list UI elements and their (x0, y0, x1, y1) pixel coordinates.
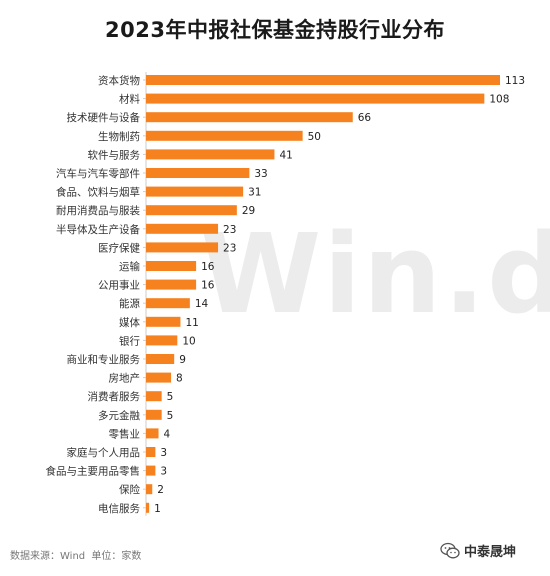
data-label: 23 (223, 224, 236, 236)
bar (146, 298, 190, 309)
data-label: 41 (279, 149, 292, 161)
category-label: 能源 (119, 297, 140, 310)
bar (146, 372, 172, 383)
category-label: 汽车与汽车零部件 (56, 167, 140, 180)
bar (146, 428, 159, 439)
bar (146, 502, 150, 513)
category-label: 消费者服务 (88, 390, 141, 403)
category-label: 银行 (119, 334, 140, 347)
bar (146, 130, 303, 141)
data-label: 10 (182, 335, 195, 347)
data-label: 8 (176, 373, 183, 385)
category-label: 保险 (119, 483, 140, 496)
publisher-logo: 中泰晟坤 (440, 541, 516, 560)
data-label: 14 (195, 298, 209, 310)
data-label: 3 (160, 447, 167, 459)
wind-watermark: Win.d (200, 210, 550, 338)
category-label: 媒体 (119, 316, 140, 329)
data-label: 29 (242, 205, 255, 217)
data-label: 31 (248, 187, 261, 199)
bar (146, 75, 500, 85)
category-label: 房地产 (109, 372, 141, 385)
bar (146, 447, 156, 457)
bar (146, 186, 244, 197)
category-label: 耐用消费品与服装 (56, 204, 140, 217)
category-label: 食品、饮料与烟草 (56, 186, 140, 199)
category-label: 家庭与个人用品 (67, 446, 141, 459)
category-label: 半导体及生产设备 (56, 223, 140, 236)
category-label: 电信服务 (98, 502, 140, 515)
chart-title: 2023年中报社保基金持股行业分布 (105, 18, 445, 42)
data-label: 5 (167, 410, 174, 422)
category-label: 资本货物 (98, 74, 140, 87)
bar (146, 465, 156, 476)
bar (146, 149, 275, 160)
bar (146, 242, 219, 253)
bar (146, 168, 250, 178)
bar (146, 409, 162, 420)
category-label: 商业和专业服务 (67, 353, 141, 366)
category-label: 技术硬件与设备 (67, 111, 141, 124)
data-label: 113 (505, 75, 525, 87)
data-label: 66 (358, 112, 372, 124)
data-label: 11 (185, 317, 198, 329)
category-label: 生物制药 (98, 130, 140, 143)
category-label: 零售业 (109, 427, 141, 440)
bar (146, 279, 197, 290)
data-label: 50 (308, 131, 321, 143)
bar (146, 484, 153, 495)
logo-text: 中泰晟坤 (464, 545, 517, 560)
bar (146, 93, 485, 104)
data-label: 3 (160, 466, 167, 478)
bar (146, 205, 237, 216)
bar (146, 223, 219, 234)
category-label: 软件与服务 (88, 148, 141, 161)
data-label: 108 (489, 94, 509, 106)
data-label: 1 (154, 503, 161, 515)
data-label: 23 (223, 242, 236, 254)
category-label: 医疗保健 (98, 241, 140, 254)
data-label: 9 (179, 354, 186, 366)
bar (146, 335, 178, 346)
category-label: 运输 (119, 260, 140, 273)
bar (146, 391, 162, 402)
data-label: 16 (201, 280, 215, 292)
data-label: 4 (164, 428, 171, 440)
unit-label: 单位：家数 (91, 551, 142, 562)
data-label: 33 (254, 168, 267, 180)
wechat-icon (440, 542, 460, 558)
source-label: 数据来源：Wind (10, 551, 86, 562)
bar (146, 261, 197, 271)
bar (146, 354, 175, 364)
category-label: 食品与主要用品零售 (46, 465, 141, 478)
bar (146, 112, 353, 123)
data-label: 16 (201, 261, 215, 273)
data-label: 5 (167, 391, 174, 403)
category-label: 材料 (119, 93, 140, 106)
source-note: 数据来源：Wind 单位：家数 (10, 547, 144, 562)
category-label: 公用事业 (98, 279, 140, 292)
bar (146, 316, 181, 327)
data-label: 2 (157, 484, 164, 496)
category-label: 多元金融 (98, 409, 140, 422)
